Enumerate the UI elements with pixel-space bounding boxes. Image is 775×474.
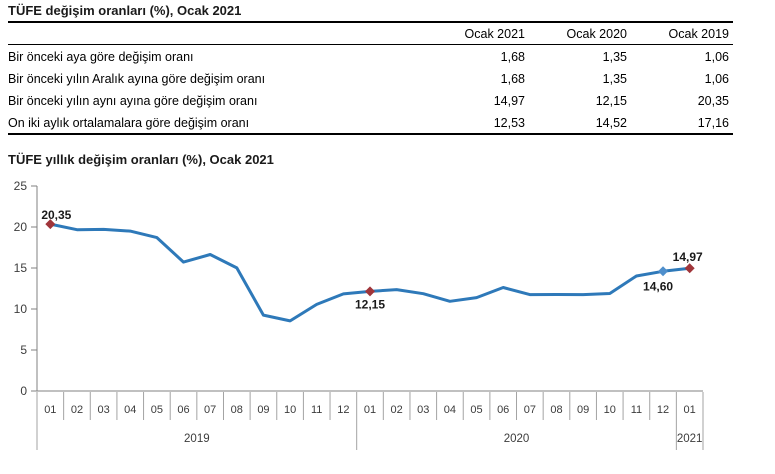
y-tick-label: 0 <box>20 384 27 398</box>
row-value: 1,68 <box>500 50 525 64</box>
marker-red-diamond <box>365 286 375 297</box>
row-value: 14,52 <box>595 116 627 130</box>
month-label: 10 <box>604 404 616 416</box>
table-row: On iki aylık ortalamalara göre değişim o… <box>8 111 733 134</box>
year-labels: 2019 2020 2021 <box>184 433 702 445</box>
row-label: Bir önceki yılın Aralık ayına göre değiş… <box>8 72 266 86</box>
marker-blue-diamond <box>658 266 669 277</box>
row-value: 12,15 <box>595 94 627 108</box>
month-label: 04 <box>444 404 456 416</box>
row-value: 1,35 <box>602 72 627 86</box>
axes <box>36 186 703 392</box>
table-header-row: Ocak 2021 Ocak 2020 Ocak 2019 <box>8 23 733 45</box>
month-label: 02 <box>71 404 83 416</box>
month-labels: 01 02 03 04 05 06 07 08 09 10 11 12 01 02 03 04 05 06 07 08… <box>44 404 696 416</box>
month-label: 11 <box>311 404 322 416</box>
month-label: 09 <box>577 404 589 416</box>
table-row: Bir önceki yılın Aralık ayına göre değiş… <box>8 67 733 89</box>
column-header-empty <box>8 23 427 45</box>
y-tick-label: 25 <box>14 179 28 193</box>
y-tick-label: 15 <box>14 261 28 275</box>
month-label: 05 <box>470 404 482 416</box>
month-label: 08 <box>550 404 562 416</box>
month-label: 08 <box>231 404 243 416</box>
month-label: 12 <box>657 404 669 416</box>
month-label: 01 <box>364 404 376 416</box>
row-label: On iki aylık ortalamalara göre değişim o… <box>8 116 250 130</box>
table-row: Bir önceki yılın aynı ayına göre değişim… <box>8 89 733 111</box>
year-label: 2021 <box>677 433 703 445</box>
row-value: 14,97 <box>493 94 525 108</box>
marker-red-diamond <box>684 263 695 274</box>
y-tick-label: 10 <box>14 302 28 316</box>
table-body: Bir önceki aya göre değişim oranı 1,68 1,3… <box>8 45 733 135</box>
y-tick-label: 5 <box>20 343 27 357</box>
month-label: 05 <box>151 404 163 416</box>
marker-red-diamond <box>45 219 56 230</box>
month-label: 06 <box>177 404 189 416</box>
year-label: 2020 <box>504 433 530 445</box>
row-value: 1,06 <box>704 50 729 64</box>
year-label: 2019 <box>184 433 210 445</box>
month-label: 02 <box>391 404 403 416</box>
data-label: 12,15 <box>355 297 385 311</box>
column-header: Ocak 2019 <box>631 23 733 45</box>
month-label: 07 <box>204 404 216 416</box>
month-label: 10 <box>284 404 296 416</box>
row-value: 17,16 <box>697 116 729 130</box>
row-label: Bir önceki aya göre değişim oranı <box>8 50 194 64</box>
month-label: 01 <box>44 404 56 416</box>
column-header: Ocak 2021 <box>427 23 529 45</box>
month-label: 12 <box>337 404 349 416</box>
category-separators <box>36 392 704 450</box>
month-label: 03 <box>417 404 429 416</box>
table-title: TÜFE değişim oranları (%), Ocak 2021 <box>8 4 733 23</box>
chart-title: TÜFE yıllık değişim oranları (%), Ocak 2… <box>8 152 274 167</box>
month-label: 11 <box>631 404 642 416</box>
row-value: 20,35 <box>697 94 729 108</box>
cpi-summary-table: Ocak 2021 Ocak 2020 Ocak 2019 Bir önceki a… <box>8 23 733 135</box>
y-tick-label: 20 <box>14 220 28 234</box>
y-axis-ticks: 0 5 10 15 20 25 <box>14 179 37 398</box>
month-label: 01 <box>684 404 696 416</box>
summary-table-section: TÜFE değişim oranları (%), Ocak 2021 Oca… <box>8 4 733 135</box>
annotations: 20,35 12,15 14,60 14,97 <box>41 208 703 311</box>
row-value: 1,06 <box>704 72 729 86</box>
row-label: Bir önceki yılın aynı ayına göre değişim… <box>8 94 258 108</box>
data-label: 20,35 <box>41 208 71 222</box>
table-row: Bir önceki aya göre değişim oranı 1,68 1,3… <box>8 45 733 68</box>
column-header: Ocak 2020 <box>529 23 631 45</box>
month-label: 07 <box>524 404 536 416</box>
data-label: 14,60 <box>643 279 673 293</box>
data-label: 14,97 <box>673 250 703 264</box>
row-value: 12,53 <box>493 116 525 130</box>
month-label: 09 <box>257 404 269 416</box>
row-value: 1,35 <box>602 50 627 64</box>
month-label: 06 <box>497 404 509 416</box>
month-label: 04 <box>124 404 136 416</box>
month-label: 03 <box>97 404 109 416</box>
row-value: 1,68 <box>500 72 525 86</box>
